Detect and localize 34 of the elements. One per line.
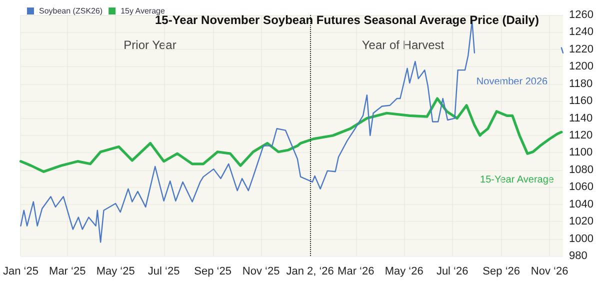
x-tick-label: Sep ‘25 xyxy=(194,266,232,278)
legend-label: Soybean (ZSK26) xyxy=(39,6,103,16)
x-tick-label: May ‘25 xyxy=(96,266,135,278)
x-tick-label: Jul ‘25 xyxy=(148,266,180,278)
x-tick-label: Mar ‘26 xyxy=(338,266,374,278)
y-tick-label: 1000 xyxy=(569,232,594,245)
y-tick-label: 1140 xyxy=(569,112,593,124)
x-tick-label: Mar ‘25 xyxy=(49,266,86,278)
annotation: November 2026 xyxy=(476,76,548,88)
y-tick-label: 1020 xyxy=(569,216,594,228)
y-tick-label: 1240 xyxy=(569,26,594,38)
annotation: Prior Year xyxy=(124,38,176,52)
y-tick-label: 980 xyxy=(569,250,588,262)
legend-label: 15y Average xyxy=(120,6,166,16)
x-tick-label: May ‘26 xyxy=(384,266,424,278)
y-tick-label: 1100 xyxy=(569,146,593,159)
x-tick-label: Nov ‘26 xyxy=(530,266,568,278)
x-tick-label: Sep ‘26 xyxy=(482,266,520,278)
y-tick-label: 1180 xyxy=(569,78,593,90)
y-tick-label: 1160 xyxy=(569,95,593,108)
y-tick-label: 1200 xyxy=(569,60,594,73)
y-tick-label: 1080 xyxy=(569,164,594,176)
annotation: 15-Year Average xyxy=(480,174,554,186)
annotation: Year of Harvest xyxy=(362,38,445,52)
y-tick-label: 1040 xyxy=(569,198,594,210)
line-series xyxy=(19,97,563,173)
x-tick-label: Jul ‘26 xyxy=(436,266,468,278)
x-tick-label: Jan 2, ‘26 xyxy=(286,266,334,278)
x-tick-label: Jan ‘25 xyxy=(2,266,38,278)
y-tick-label: 1260 xyxy=(569,9,594,21)
x-tick-label: Nov ‘25 xyxy=(242,266,280,278)
y-tick-label: 1220 xyxy=(569,43,594,56)
y-tick-label: 1120 xyxy=(569,130,593,142)
y-tick-label: 1060 xyxy=(569,181,594,194)
